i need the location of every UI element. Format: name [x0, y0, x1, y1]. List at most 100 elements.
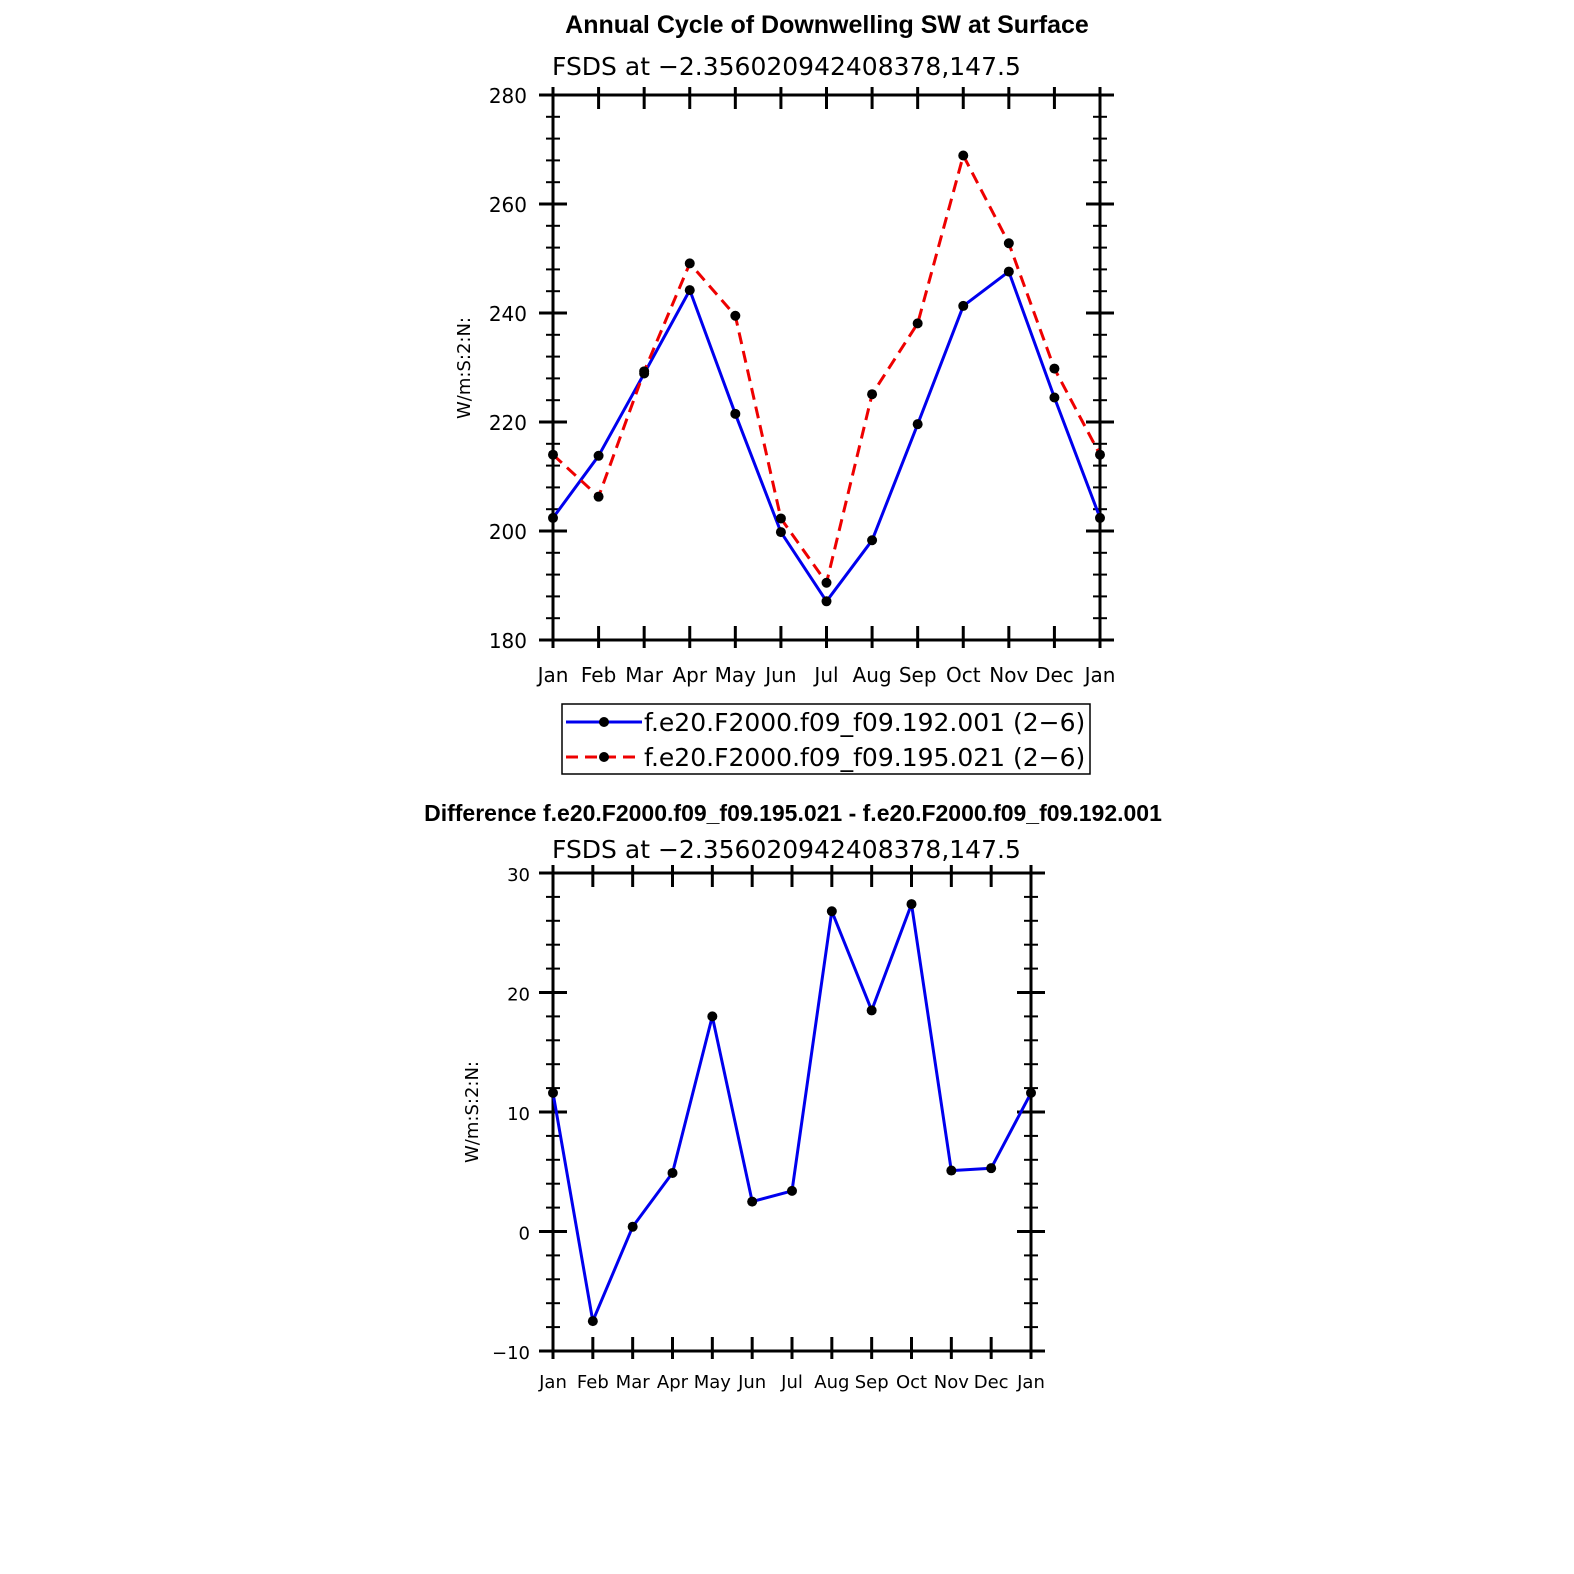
x-tick-label: May: [715, 663, 757, 687]
series-group: [548, 899, 1036, 1327]
x-tick-label: Jan: [538, 1372, 567, 1393]
axes: [539, 865, 1045, 1359]
x-tick-label: Feb: [581, 663, 616, 687]
series-line-1: [551, 270, 1102, 603]
data-point: [867, 389, 878, 400]
data-point: [787, 1185, 797, 1196]
x-tick-label: Jan: [536, 663, 569, 687]
data-point: [593, 491, 604, 502]
x-tick-label: Nov: [934, 1372, 969, 1393]
data-point: [747, 1196, 758, 1207]
y-tick-label: 30: [507, 865, 530, 886]
y-axis-label: W/m:S:2:N:: [462, 1061, 483, 1163]
tick-labels: Jan Feb Mar Apr May Jun Jul Aug Sep Oct Nov Dec Jan−…: [492, 865, 1045, 1393]
legend-label-2: f.e20.F2000.f09_f09.195.021 (2−6): [644, 743, 1085, 772]
legend-box: [561, 703, 1091, 775]
data-point: [958, 150, 969, 161]
x-tick-label: Jul: [812, 663, 838, 687]
difference-chart: Difference f.e20.F2000.f09_f09.195.021 -…: [424, 800, 1162, 1393]
data-point: [684, 258, 695, 269]
data-point: [627, 1221, 638, 1232]
data-point: [775, 527, 786, 538]
data-point: [730, 408, 741, 419]
data-point: [867, 535, 878, 546]
chart-title: Annual Cycle of Downwelling SW at Surfac…: [565, 11, 1089, 39]
x-tick-label: May: [694, 1372, 732, 1393]
x-tick-label: Jul: [780, 1372, 803, 1393]
data-point: [775, 513, 786, 524]
x-tick-label: Feb: [577, 1372, 609, 1393]
data-point: [593, 450, 604, 461]
series-line-1: [551, 902, 1033, 1323]
data-point: [587, 1316, 598, 1327]
data-point: [1003, 238, 1014, 249]
data-point: [906, 899, 917, 910]
y-tick-label: 0: [519, 1224, 530, 1245]
annual-cycle-chart: Annual Cycle of Downwelling SW at Surfac…: [454, 11, 1116, 775]
data-point: [1095, 449, 1105, 460]
x-tick-label: Apr: [672, 663, 707, 687]
y-tick-label: 20: [507, 985, 530, 1006]
tick-labels: Jan Feb Mar Apr May Jun Jul Aug Sep Oct Nov Dec Jan 1…: [489, 84, 1116, 687]
data-point: [821, 577, 832, 588]
y-axis-label: W/m:S:2:N:: [454, 317, 475, 419]
x-tick-label: Oct: [896, 1372, 927, 1393]
y-tick-label: 200: [489, 520, 527, 544]
y-tick-label: 180: [489, 629, 527, 653]
data-point: [1049, 363, 1060, 374]
y-tick-label: −10: [492, 1343, 530, 1364]
y-tick-label: 260: [489, 193, 527, 217]
legend-label-1: f.e20.F2000.f09_f09.192.001 (2−6): [644, 708, 1085, 737]
chart-subtitle: FSDS at −2.356020942408378,147.5: [552, 835, 1021, 864]
data-point: [730, 310, 741, 321]
y-tick-label: 220: [489, 411, 527, 435]
legend-marker-1: [599, 717, 609, 727]
data-point: [958, 300, 969, 311]
y-tick-label: 240: [489, 302, 527, 326]
data-point: [986, 1163, 997, 1174]
legend-marker-2: [599, 752, 609, 762]
data-point: [707, 1011, 718, 1022]
data-point: [866, 1005, 877, 1016]
data-point: [1049, 392, 1060, 403]
legend: f.e20.F2000.f09_f09.192.001 (2−6) f.e20.…: [561, 703, 1091, 775]
plot-frame: [551, 871, 1033, 1353]
data-point: [667, 1167, 678, 1178]
x-tick-label: Mar: [616, 1372, 651, 1393]
data-point: [548, 449, 558, 460]
data-point: [912, 419, 923, 430]
data-point: [912, 318, 923, 329]
y-tick-label: 280: [489, 84, 527, 108]
series-line-2: [551, 154, 1102, 585]
x-tick-label: Sep: [899, 663, 937, 687]
x-tick-label: Jun: [763, 663, 796, 687]
plot-frame: [551, 93, 1102, 642]
x-tick-label: Dec: [1035, 663, 1074, 687]
x-tick-label: Jan: [1016, 1372, 1045, 1393]
chart-subtitle: FSDS at −2.356020942408378,147.5: [552, 52, 1021, 81]
x-tick-label: Jan: [1083, 663, 1116, 687]
x-tick-label: Aug: [814, 1372, 849, 1393]
legend-entry-2: f.e20.F2000.f09_f09.195.021 (2−6): [566, 743, 1085, 772]
data-point: [821, 596, 832, 607]
x-tick-label: Jun: [737, 1372, 766, 1393]
data-point: [1026, 1087, 1036, 1098]
data-point: [548, 1087, 558, 1098]
data-point: [826, 906, 837, 917]
data-point: [548, 512, 558, 523]
x-tick-label: Oct: [946, 663, 981, 687]
x-tick-label: Sep: [855, 1372, 889, 1393]
data-point: [639, 366, 650, 377]
x-tick-label: Apr: [657, 1372, 689, 1393]
x-tick-label: Dec: [974, 1372, 1009, 1393]
x-tick-label: Aug: [853, 663, 892, 687]
series-group: [548, 150, 1105, 607]
data-point: [946, 1165, 957, 1176]
data-point: [684, 285, 695, 296]
axes: [539, 87, 1114, 648]
y-tick-label: 10: [507, 1104, 530, 1125]
x-tick-label: Nov: [989, 663, 1028, 687]
chart-title: Difference f.e20.F2000.f09_f09.195.021 -…: [424, 800, 1162, 826]
x-tick-label: Mar: [625, 663, 664, 687]
